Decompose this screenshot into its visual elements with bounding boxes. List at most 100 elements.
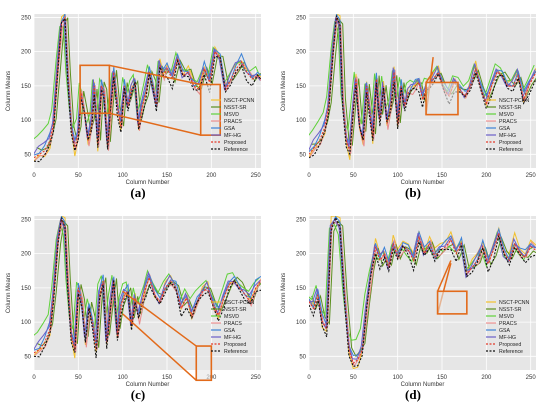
legend-label: NSST-SR <box>224 307 247 313</box>
legend-label: NSCT-PCNN <box>499 300 530 306</box>
panel-label-d: (d) <box>405 387 421 402</box>
y-tick-label: 50 <box>299 354 306 360</box>
y-tick-label: 250 <box>21 217 32 223</box>
y-axis-label: Column Means <box>281 273 287 313</box>
x-axis-label: Column Number <box>126 382 170 388</box>
x-tick-label: 200 <box>481 375 492 381</box>
zoom-inset-box <box>195 345 213 382</box>
x-tick-label: 150 <box>437 173 448 179</box>
legend-label: NSST-SR <box>499 307 522 313</box>
legend-label: MSVD <box>224 112 239 118</box>
y-tick-label: 200 <box>296 252 307 258</box>
legend-label: PRACS <box>499 321 517 327</box>
x-tick-label: 100 <box>393 173 404 179</box>
chart-b: 0 50 100 150 200 250 50 100 150 200 250 Column Numb… <box>281 14 537 186</box>
x-tick-label: 50 <box>350 173 357 179</box>
legend-label: PRACS <box>224 119 242 125</box>
legend-label: PRACS <box>499 119 517 125</box>
x-tick-label: 250 <box>526 375 537 381</box>
y-tick-label: 100 <box>296 320 307 326</box>
legend-label: Reference <box>224 349 248 355</box>
legend-label: MF-HG <box>499 133 516 139</box>
x-tick-label: 100 <box>118 173 129 179</box>
y-axis-label: Column Means <box>6 273 12 313</box>
zoom-inset-box <box>425 81 459 116</box>
panel-label-c: (c) <box>130 387 146 402</box>
x-tick-label: 200 <box>481 173 492 179</box>
series-line-proposed <box>309 218 536 365</box>
y-tick-label: 250 <box>296 15 307 21</box>
x-tick-label: 250 <box>526 173 537 179</box>
y-tick-label: 100 <box>21 320 32 326</box>
y-tick-label: 250 <box>296 217 307 223</box>
legend-label: GSA <box>224 328 235 334</box>
x-tick-label: 0 <box>307 375 311 381</box>
x-tick-label: 150 <box>437 375 448 381</box>
series-line-nsst-sr <box>311 220 536 358</box>
panel-label-a: (a) <box>130 185 146 200</box>
legend-label: Proposed <box>499 140 521 146</box>
series-line-proposed <box>34 217 261 354</box>
y-tick-label: 100 <box>296 118 307 124</box>
x-tick-label: 150 <box>162 375 173 381</box>
legend-label: Reference <box>499 349 523 355</box>
zoom-connector <box>109 112 201 136</box>
x-axis-label: Column Number <box>401 180 445 186</box>
y-tick-label: 50 <box>24 354 31 360</box>
x-tick-label: 150 <box>162 173 173 179</box>
legend-label: MF-HG <box>224 335 241 341</box>
x-tick-label: 0 <box>32 173 36 179</box>
x-axis-label: Column Number <box>401 382 445 388</box>
x-tick-label: 50 <box>75 173 82 179</box>
panel-a: 0 50 100 150 200 250 50 100 150 200 250 Column Numb… <box>0 0 275 200</box>
legend-label: NSCT-PCNN <box>224 98 255 104</box>
legend-label: NSST-SR <box>499 105 522 111</box>
legend-label: NSST-SR <box>224 105 247 111</box>
legend-label: NSCT-PCNN <box>224 300 255 306</box>
series-group <box>34 14 261 163</box>
legend-label: GSA <box>499 328 510 334</box>
y-tick-label: 150 <box>296 84 307 90</box>
zoom-connector <box>109 64 201 86</box>
legend-label: Proposed <box>224 140 246 146</box>
y-tick-label: 200 <box>296 50 307 56</box>
y-axis-label: Column Means <box>6 71 12 111</box>
zoom-source-box <box>79 64 111 115</box>
series-line-mf-hg <box>309 218 536 360</box>
series-line-mf-hg <box>34 17 261 155</box>
legend-label: MSVD <box>499 112 514 118</box>
y-tick-label: 150 <box>296 286 307 292</box>
x-tick-label: 100 <box>118 375 129 381</box>
chart-a: 0 50 100 150 200 250 50 100 150 200 250 Column Numb… <box>6 14 261 186</box>
legend-label: NSCT-PCNN <box>499 98 530 104</box>
series-line-reference <box>34 17 261 163</box>
y-tick-label: 200 <box>21 252 32 258</box>
zoom-connector <box>425 71 434 83</box>
x-axis-label: Column Number <box>126 180 170 186</box>
series-group <box>34 216 261 359</box>
x-tick-label: 100 <box>393 375 404 381</box>
chart-d: 0 50 100 150 200 250 50 100 150 200 250 Column Numb… <box>281 216 537 388</box>
legend-label: MF-HG <box>499 335 516 341</box>
y-tick-label: 150 <box>21 286 32 292</box>
legend-label: GSA <box>499 126 510 132</box>
y-tick-label: 250 <box>21 15 32 21</box>
series-line-nsst-sr <box>311 18 536 147</box>
legend-label: Proposed <box>499 342 521 348</box>
x-tick-label: 200 <box>206 173 217 179</box>
y-tick-label: 200 <box>21 50 32 56</box>
series-line-reference <box>309 216 536 367</box>
legend-label: Reference <box>224 147 248 153</box>
zoom-connector <box>436 260 452 292</box>
zoom-connector <box>122 313 197 381</box>
panel-b: 0 50 100 150 200 250 50 100 150 200 250 Column Numb… <box>275 0 550 200</box>
zoom-inset-box <box>436 290 468 315</box>
legend-label: MSVD <box>224 314 239 320</box>
y-axis-label: Column Means <box>281 71 287 111</box>
legend-label: GSA <box>224 126 235 132</box>
series-group <box>309 216 536 370</box>
legend-label: PRACS <box>224 321 242 327</box>
